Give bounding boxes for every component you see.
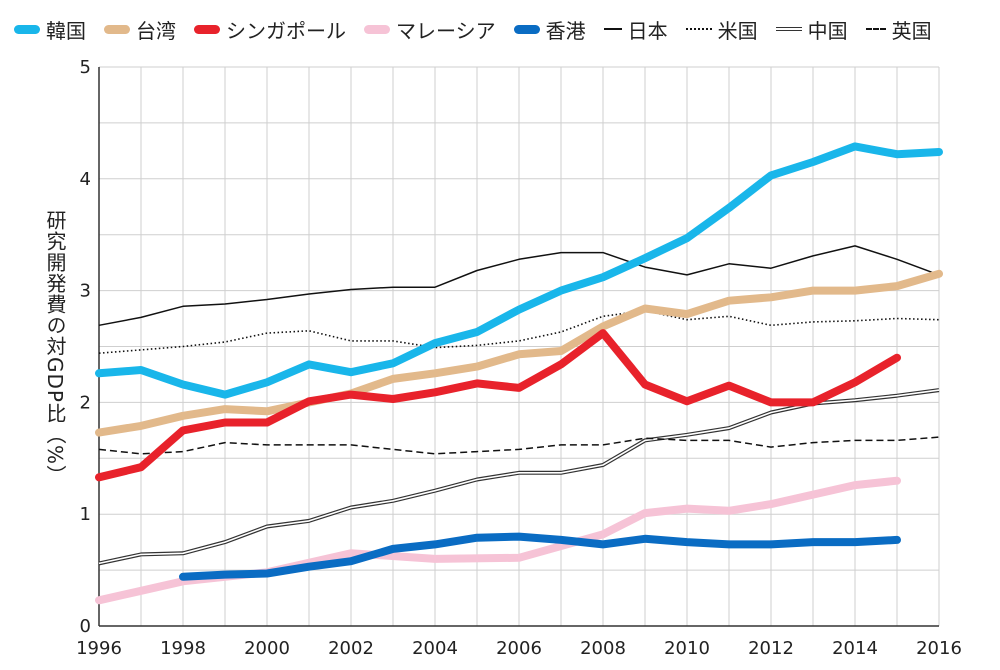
legend-item: 韓国	[14, 15, 86, 44]
x-tick-label: 2014	[832, 638, 878, 659]
series-line-2	[95, 329, 901, 482]
series-line-7-inner	[98, 389, 940, 565]
y-tick-label: 3	[80, 281, 91, 302]
y-tick-label: 4	[80, 169, 91, 190]
legend-swatch	[513, 24, 540, 34]
legend-label: シンガポール	[226, 18, 346, 43]
y-tick-label: 1	[80, 504, 91, 525]
legend-label: 中国	[807, 18, 848, 43]
legend-item: 香港	[513, 15, 586, 44]
legend-swatch	[775, 27, 802, 31]
legend-swatch	[194, 24, 220, 34]
legend-item: 中国	[775, 15, 848, 44]
x-tick-label: 2000	[244, 638, 290, 659]
legend-swatch	[104, 24, 130, 34]
x-tick-label: 2016	[916, 638, 962, 659]
legend-item: 台湾	[104, 15, 176, 44]
legend-item: マレーシア	[364, 15, 496, 44]
x-tick-label: 2008	[580, 638, 626, 659]
series-line-1	[95, 269, 943, 437]
x-tick-label: 2002	[328, 638, 374, 659]
legend-label: 香港	[545, 18, 586, 43]
legend-swatch	[14, 24, 40, 34]
legend-label: 台湾	[136, 18, 176, 43]
legend-label: 米国	[717, 18, 758, 43]
legend-swatch	[603, 28, 622, 30]
x-tick-label: 1998	[160, 638, 206, 659]
legend-swatch	[865, 28, 886, 30]
x-tick-label: 2004	[412, 638, 458, 659]
y-tick-label: 0	[80, 616, 91, 637]
legend-label: マレーシア	[396, 18, 496, 43]
legend-item: 英国	[865, 15, 932, 44]
legend-swatch	[685, 28, 712, 30]
series-line-6	[98, 309, 940, 354]
x-tick-label: 2006	[496, 638, 542, 659]
legend-item: 日本	[603, 15, 668, 44]
x-tick-label: 2010	[664, 638, 710, 659]
series-line-4	[179, 532, 901, 581]
series-line-5	[98, 245, 940, 327]
y-axis-label: 研究開発費の対GDP比（%）	[43, 210, 67, 486]
legend-item: 米国	[685, 15, 758, 44]
legend-swatch	[364, 24, 390, 34]
series-line-8	[98, 436, 940, 455]
legend-label: 韓国	[46, 18, 86, 43]
y-tick-label: 5	[80, 57, 91, 78]
x-tick-label: 2012	[748, 638, 794, 659]
legend-label: 日本	[627, 18, 668, 43]
series-line-0	[95, 142, 943, 399]
legend-label: 英国	[891, 18, 932, 43]
chart-legend: 韓国 台湾 シンガポール マレーシア 香港 日本 米国 中国 英国	[14, 14, 994, 44]
y-tick-label: 2	[80, 392, 91, 413]
legend-item: シンガポール	[194, 15, 346, 44]
x-tick-label: 1996	[76, 638, 122, 659]
